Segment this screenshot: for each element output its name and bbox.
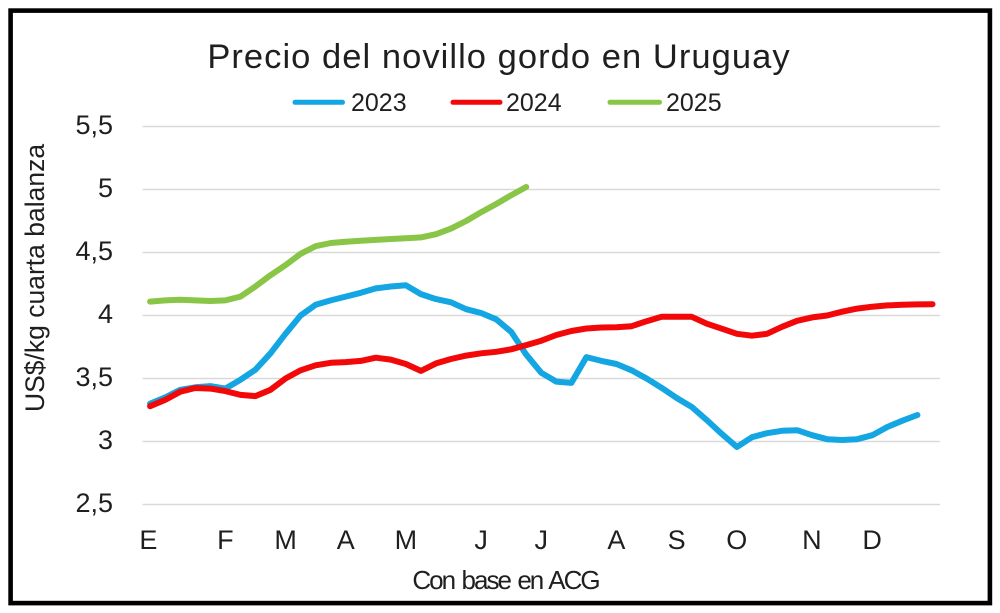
- svg-text:2,5: 2,5: [75, 488, 113, 518]
- svg-text:5,5: 5,5: [75, 110, 113, 140]
- svg-text:A: A: [337, 525, 355, 555]
- svg-text:J: J: [534, 525, 548, 555]
- svg-text:US$/kg cuarta balanza: US$/kg cuarta balanza: [20, 144, 50, 412]
- svg-text:4: 4: [98, 299, 113, 329]
- svg-text:M: M: [395, 525, 418, 555]
- svg-text:A: A: [607, 525, 625, 555]
- svg-text:F: F: [217, 525, 234, 555]
- svg-text:3,5: 3,5: [75, 362, 113, 392]
- svg-text:D: D: [862, 525, 882, 555]
- svg-text:M: M: [274, 525, 297, 555]
- svg-text:4,5: 4,5: [75, 236, 113, 266]
- svg-text:3: 3: [98, 425, 113, 455]
- svg-text:E: E: [139, 525, 157, 555]
- svg-text:Con base en ACG: Con base en ACG: [412, 565, 599, 595]
- svg-text:S: S: [668, 525, 686, 555]
- svg-text:5: 5: [98, 173, 113, 203]
- svg-text:J: J: [474, 525, 488, 555]
- svg-text:Precio del novillo gordo en Ur: Precio del novillo gordo en Uruguay: [207, 38, 790, 76]
- svg-text:O: O: [726, 525, 747, 555]
- svg-text:2023: 2023: [351, 89, 407, 117]
- svg-text:2025: 2025: [666, 89, 722, 117]
- svg-text:N: N: [802, 525, 822, 555]
- svg-text:2024: 2024: [506, 89, 562, 117]
